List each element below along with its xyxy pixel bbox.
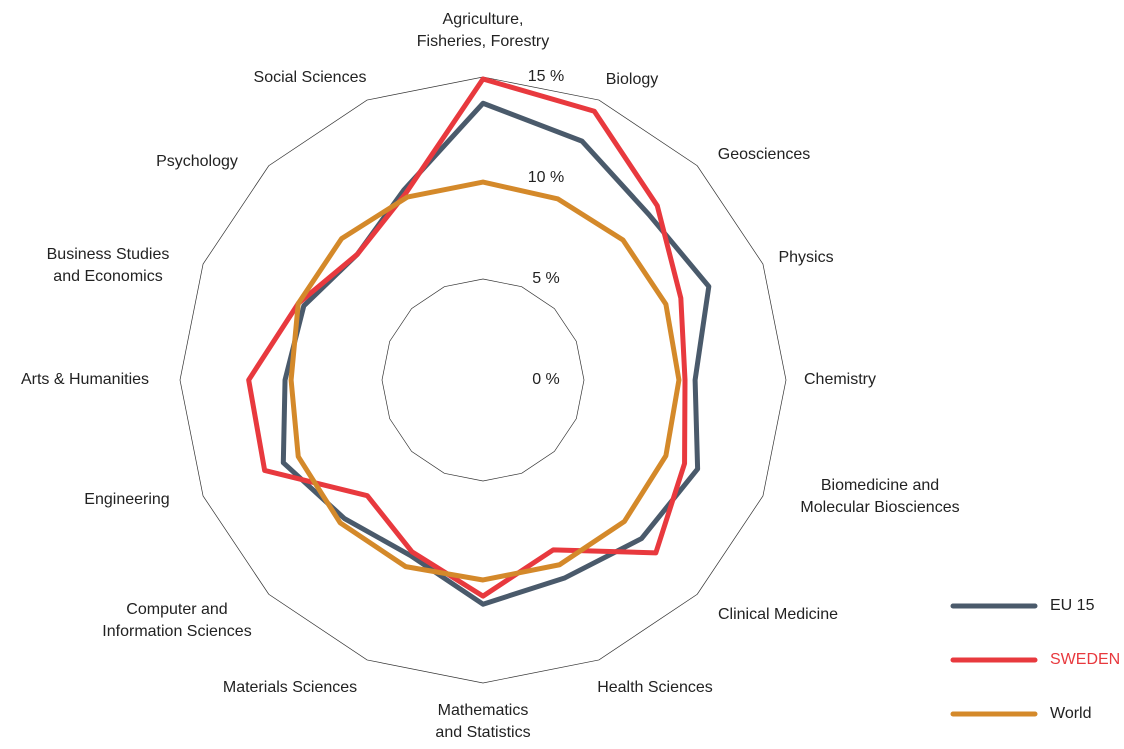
category-label: Health Sciences bbox=[597, 679, 713, 696]
legend-label: SWEDEN bbox=[1050, 651, 1120, 668]
category-label: Arts & Humanities bbox=[20, 371, 150, 388]
category-label: Biology bbox=[605, 71, 659, 88]
category-label: Biomedicine and Molecular Biosciences bbox=[800, 477, 960, 516]
category-label: Social Sciences bbox=[253, 69, 367, 86]
category-label: Materials Sciences bbox=[222, 679, 358, 696]
category-label: Psychology bbox=[156, 153, 238, 170]
category-label: Computer and Information Sciences bbox=[102, 601, 252, 640]
category-label: Engineering bbox=[84, 491, 170, 508]
r-tick-label: 0 % bbox=[532, 371, 560, 388]
series-line bbox=[288, 179, 682, 583]
r-tick-label: 10 % bbox=[528, 169, 564, 186]
legend-label: World bbox=[1050, 705, 1092, 722]
category-label: Agriculture, Fisheries, Forestry bbox=[416, 11, 550, 50]
r-tick-label: 5 % bbox=[532, 270, 560, 287]
category-label: Clinical Medicine bbox=[717, 606, 839, 623]
grid-ring bbox=[179, 76, 787, 684]
legend-label: EU 15 bbox=[1050, 597, 1095, 614]
series-line bbox=[280, 100, 712, 607]
category-label: Geosciences bbox=[717, 146, 811, 163]
grid-ring bbox=[381, 278, 585, 482]
category-label: Business Studies and Economics bbox=[46, 246, 170, 285]
category-label: Physics bbox=[778, 249, 834, 266]
r-tick-label: 15 % bbox=[528, 68, 564, 85]
category-label: Mathematics and Statistics bbox=[435, 702, 531, 741]
series-line bbox=[246, 76, 688, 599]
category-label: Chemistry bbox=[803, 371, 877, 388]
